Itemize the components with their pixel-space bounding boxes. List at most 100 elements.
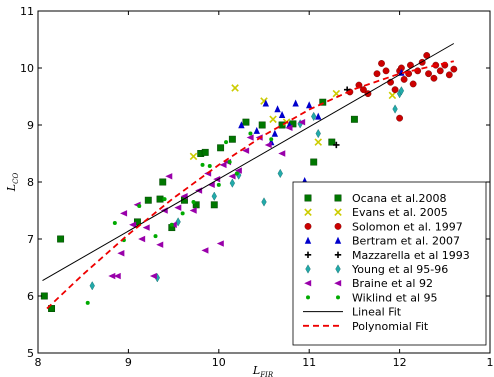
data-point xyxy=(242,118,250,126)
series-bertram-et-al-2007 xyxy=(238,68,405,185)
legend-label: Solomon et al. 1997 xyxy=(352,220,463,233)
data-point xyxy=(189,152,198,161)
series-braine-et-al-92 xyxy=(108,118,306,280)
data-point xyxy=(328,138,336,146)
data-point xyxy=(175,217,181,227)
data-point xyxy=(285,124,293,132)
data-point xyxy=(278,110,286,118)
data-point xyxy=(85,300,90,305)
legend-marker xyxy=(304,251,312,258)
data-point xyxy=(138,235,146,243)
legend-entry-young-et-al-95-96: Young et al 95-96 xyxy=(305,263,448,276)
data-point xyxy=(398,68,405,76)
data-point xyxy=(396,114,403,122)
data-point xyxy=(238,121,245,129)
data-point xyxy=(108,272,116,280)
legend-marker xyxy=(304,208,312,216)
data-point xyxy=(292,99,299,107)
y-tick-label: 5 xyxy=(27,347,34,360)
data-point xyxy=(450,65,458,73)
data-point xyxy=(228,135,236,143)
legend-marker xyxy=(336,295,340,300)
data-point xyxy=(311,111,317,122)
data-point xyxy=(165,173,173,180)
legend-entry-evans-et-al-2005: Evans et al. 2005 xyxy=(304,206,448,219)
data-point xyxy=(144,196,152,204)
data-point xyxy=(392,104,398,114)
legend-label: Lineal Fit xyxy=(352,306,402,319)
legend-entry-mazzarella-et-al-1993: Mazzarella et al 1993 xyxy=(304,249,470,262)
legend-marker xyxy=(304,236,312,244)
data-point xyxy=(378,60,385,67)
data-point xyxy=(229,178,235,188)
lineal-fit-line xyxy=(42,43,455,282)
data-point xyxy=(310,158,318,166)
legend-marker xyxy=(306,295,310,300)
legend-marker xyxy=(335,264,341,274)
y-tick-label: 6 xyxy=(27,290,34,303)
data-point xyxy=(156,241,164,248)
data-point xyxy=(228,173,236,180)
legend-entry-wiklind-et-al-95: Wiklind et al 95 xyxy=(306,291,438,304)
polynomial-fit-line xyxy=(46,60,455,310)
data-point xyxy=(315,128,321,139)
data-point xyxy=(159,178,167,186)
data-point xyxy=(382,67,390,75)
legend-label: Young et al 95-96 xyxy=(351,263,448,276)
data-point xyxy=(217,144,225,152)
data-point xyxy=(242,147,250,154)
data-point xyxy=(40,292,48,300)
axes: 8 9 10 11 12 1 5 6 7 8 9 10 11 xyxy=(20,5,494,369)
data-point xyxy=(264,141,272,149)
data-point xyxy=(219,161,227,169)
data-point xyxy=(445,71,453,79)
data-point xyxy=(191,199,196,204)
data-point xyxy=(227,160,232,165)
series-ocana-et-al-2008 xyxy=(40,98,358,312)
data-point xyxy=(274,105,281,113)
data-point xyxy=(314,138,323,146)
data-point xyxy=(388,91,397,100)
data-point xyxy=(117,250,125,257)
legend-marker xyxy=(304,222,312,230)
data-point xyxy=(201,247,209,254)
legend-marker xyxy=(334,208,342,216)
x-axis-label: LFIR xyxy=(252,364,274,377)
x-tick-label: 8 xyxy=(35,356,42,369)
y-tick-label: 8 xyxy=(27,176,34,189)
data-point xyxy=(189,207,197,214)
data-point xyxy=(234,171,239,176)
legend-marker xyxy=(334,251,342,258)
y-tick-label: 7 xyxy=(27,233,34,246)
plot-content xyxy=(40,43,458,312)
legend-entry-bertram-et-al-2007: Bertram et al. 2007 xyxy=(304,235,460,248)
data-point xyxy=(315,112,322,120)
legend-entry-polynomial-fit: Polynomial Fit xyxy=(303,320,429,333)
data-point xyxy=(200,162,205,167)
data-point xyxy=(224,140,229,145)
data-point xyxy=(180,211,185,216)
x-tick-label: 1 xyxy=(487,356,494,369)
data-point xyxy=(269,115,277,124)
data-point xyxy=(207,164,212,169)
data-point xyxy=(137,203,142,208)
data-point xyxy=(319,98,327,106)
series-young-et-al-95-96 xyxy=(89,86,405,291)
legend-marker xyxy=(334,236,342,244)
data-point xyxy=(391,86,399,94)
data-point xyxy=(409,80,417,88)
data-point xyxy=(120,210,128,217)
data-point xyxy=(216,240,224,247)
data-point xyxy=(246,134,254,141)
data-point xyxy=(262,99,270,107)
data-point xyxy=(436,67,444,75)
data-point xyxy=(211,191,217,201)
data-point xyxy=(373,70,381,78)
data-point xyxy=(149,272,157,280)
legend-label: Braine et al 92 xyxy=(352,277,433,290)
legend-label: Ocana et al.2008 xyxy=(352,192,447,205)
data-point xyxy=(113,272,121,280)
data-point xyxy=(253,126,260,134)
